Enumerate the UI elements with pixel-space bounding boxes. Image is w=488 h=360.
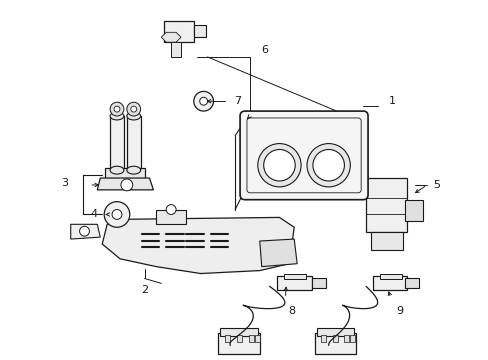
Bar bbox=[316, 328, 353, 336]
Bar bbox=[156, 210, 185, 224]
Bar bbox=[110, 116, 123, 170]
Text: 3: 3 bbox=[61, 178, 68, 188]
Bar bbox=[164, 21, 193, 42]
Polygon shape bbox=[259, 239, 297, 267]
Text: 6: 6 bbox=[261, 45, 267, 55]
Bar bbox=[332, 334, 337, 342]
Circle shape bbox=[104, 202, 129, 227]
Circle shape bbox=[114, 106, 120, 112]
Bar bbox=[193, 26, 205, 37]
Text: 4: 4 bbox=[91, 210, 98, 220]
Circle shape bbox=[80, 226, 89, 236]
Bar bbox=[405, 278, 418, 288]
Bar bbox=[284, 274, 305, 279]
Text: 5: 5 bbox=[432, 180, 440, 190]
Circle shape bbox=[257, 144, 301, 187]
Bar bbox=[379, 274, 401, 279]
Circle shape bbox=[130, 106, 137, 112]
Text: 2: 2 bbox=[141, 285, 148, 295]
Ellipse shape bbox=[126, 166, 141, 174]
Text: 9: 9 bbox=[395, 306, 402, 316]
Bar bbox=[370, 232, 402, 250]
Bar bbox=[314, 333, 356, 354]
Bar bbox=[277, 276, 311, 290]
Bar bbox=[344, 334, 348, 342]
Bar bbox=[349, 334, 355, 342]
Circle shape bbox=[312, 149, 344, 181]
Bar bbox=[366, 178, 407, 232]
Circle shape bbox=[110, 102, 123, 116]
Polygon shape bbox=[161, 32, 181, 42]
Bar bbox=[171, 42, 181, 57]
Circle shape bbox=[199, 97, 207, 105]
Circle shape bbox=[263, 149, 295, 181]
Polygon shape bbox=[97, 178, 153, 190]
Ellipse shape bbox=[110, 166, 123, 174]
Text: 1: 1 bbox=[388, 96, 395, 106]
Bar bbox=[320, 334, 325, 342]
Ellipse shape bbox=[126, 112, 141, 120]
Bar bbox=[254, 334, 259, 342]
Text: 8: 8 bbox=[288, 306, 295, 316]
Circle shape bbox=[193, 91, 213, 111]
Bar bbox=[105, 168, 144, 180]
FancyBboxPatch shape bbox=[240, 111, 367, 200]
Bar bbox=[405, 200, 422, 221]
Bar bbox=[126, 116, 141, 170]
Circle shape bbox=[121, 179, 132, 191]
Circle shape bbox=[126, 102, 141, 116]
Bar bbox=[220, 328, 257, 336]
Bar bbox=[248, 334, 253, 342]
Bar bbox=[311, 278, 325, 288]
Circle shape bbox=[112, 210, 122, 219]
Bar bbox=[372, 276, 407, 290]
Ellipse shape bbox=[110, 112, 123, 120]
Bar bbox=[218, 333, 259, 354]
Polygon shape bbox=[102, 217, 294, 274]
Polygon shape bbox=[71, 224, 100, 239]
Circle shape bbox=[306, 144, 349, 187]
Bar bbox=[225, 334, 230, 342]
Circle shape bbox=[166, 204, 176, 215]
Text: 7: 7 bbox=[234, 96, 241, 106]
Bar bbox=[237, 334, 242, 342]
